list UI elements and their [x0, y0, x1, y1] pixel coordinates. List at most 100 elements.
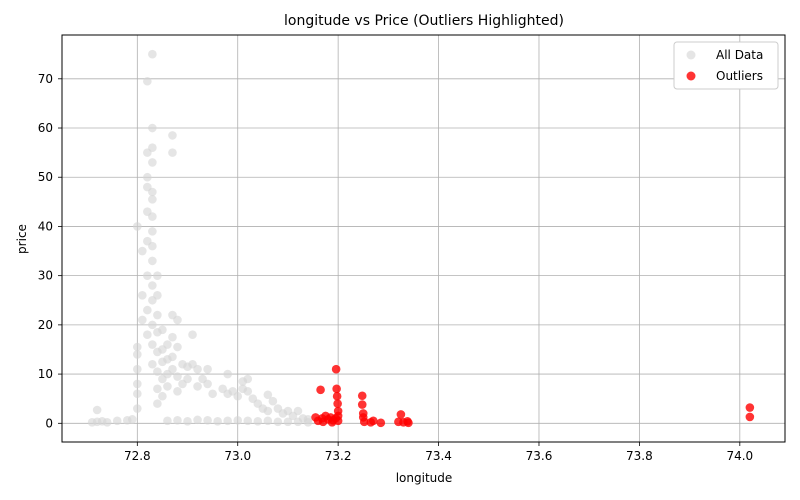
all-data-point: [143, 271, 152, 280]
all-data-point: [138, 246, 147, 256]
all-data-point: [293, 417, 303, 427]
all-data-point: [303, 418, 313, 427]
all-data-point: [213, 417, 222, 426]
y-tick-label: 30: [38, 269, 53, 283]
outlier-point: [396, 410, 406, 419]
x-tick-label: 74.0: [726, 449, 753, 463]
legend-marker-all-data: [686, 50, 696, 60]
all-data-point: [143, 305, 152, 315]
all-data-point: [148, 187, 157, 197]
x-tick-label: 73.8: [626, 449, 653, 463]
all-data-point: [193, 382, 202, 391]
x-tick-label: 72.8: [124, 449, 151, 463]
outlier-point: [368, 416, 378, 426]
all-data-point: [133, 350, 142, 359]
legend-label-outliers: Outliers: [716, 69, 763, 83]
y-tick-label: 70: [38, 72, 53, 86]
all-data-point: [203, 379, 212, 389]
all-data-point: [92, 405, 102, 415]
x-tick-label: 73.6: [526, 449, 553, 463]
outlier-point: [359, 417, 369, 427]
all-data-point: [283, 417, 293, 427]
all-data-point: [133, 222, 142, 231]
all-data-point: [168, 148, 177, 157]
outlier-point: [331, 364, 341, 374]
all-data-point: [153, 310, 162, 320]
outlier-point: [376, 418, 386, 428]
all-data-point: [148, 158, 157, 167]
y-tick-label: 20: [38, 318, 53, 332]
all-data-point: [133, 404, 142, 413]
outlier-point: [333, 399, 342, 408]
all-data-point: [253, 417, 263, 426]
all-data-point: [133, 364, 142, 374]
plot-frame: [61, 34, 786, 443]
grid-lines: [62, 35, 785, 442]
all-data-point: [208, 389, 217, 399]
legend: All Data Outliers: [673, 41, 779, 90]
all-data-point: [293, 406, 303, 416]
all-data-point: [188, 330, 197, 340]
all-data-point: [148, 241, 157, 251]
outlier-point: [745, 412, 755, 422]
all-data-point: [243, 374, 253, 384]
all-data-point: [163, 382, 172, 391]
y-tick-label: 10: [38, 367, 53, 381]
all-data-point: [148, 227, 157, 236]
all-data-point: [148, 49, 157, 59]
all-data-point: [148, 195, 157, 204]
all-data-point: [193, 415, 202, 425]
y-tick-label: 50: [38, 170, 53, 184]
y-tick-label: 0: [45, 416, 53, 430]
all-data-point: [273, 417, 283, 427]
all-data-point: [168, 352, 177, 362]
all-data-point: [233, 391, 243, 401]
all-data-point: [163, 340, 172, 349]
all-data-point: [163, 416, 172, 426]
outlier-point: [333, 416, 343, 426]
all-data-point: [263, 406, 273, 416]
legend-label-all-data: All Data: [716, 48, 763, 62]
x-tick-label: 73.4: [425, 449, 452, 463]
all-data-point: [173, 342, 182, 352]
x-axis-title: longitude: [396, 471, 453, 485]
all-data-point: [133, 389, 142, 399]
all-data-point: [112, 416, 122, 426]
all-data-point: [203, 364, 212, 374]
all-data-point: [148, 359, 157, 369]
all-data-point: [153, 384, 162, 394]
all-data-point: [138, 291, 147, 300]
legend-box: [673, 41, 779, 90]
outlier-point: [404, 418, 413, 428]
all-data-point: [168, 131, 177, 140]
all-data-point: [153, 291, 162, 300]
chart-title: longitude vs Price (Outliers Highlighted…: [284, 13, 564, 29]
outlier-point: [316, 385, 325, 395]
all-data-point: [138, 315, 147, 325]
all-data-point: [268, 396, 278, 406]
all-data-point: [173, 372, 182, 381]
y-axis-title: price: [15, 224, 29, 254]
outlier-point: [332, 384, 341, 394]
all-data-point: [263, 416, 273, 426]
all-data-point: [168, 364, 177, 374]
all-data-point: [243, 416, 253, 426]
all-data-point: [143, 172, 152, 182]
outlier-point: [745, 403, 755, 412]
series-all-data: [87, 49, 313, 427]
all-data-point: [243, 387, 253, 396]
series-outliers: [311, 364, 755, 428]
all-data-point: [153, 399, 162, 408]
all-data-point: [143, 330, 152, 340]
x-tick-label: 73.0: [224, 449, 251, 463]
all-data-point: [148, 123, 157, 133]
all-data-point: [133, 342, 142, 352]
all-data-point: [203, 416, 212, 425]
all-data-point: [173, 315, 182, 325]
y-tick-label: 40: [38, 219, 53, 233]
outlier-point: [357, 400, 367, 409]
all-data-point: [168, 332, 177, 342]
series-layer: [87, 49, 755, 428]
y-ticks: 0 10 20 30 40 50 60 70: [38, 72, 62, 430]
